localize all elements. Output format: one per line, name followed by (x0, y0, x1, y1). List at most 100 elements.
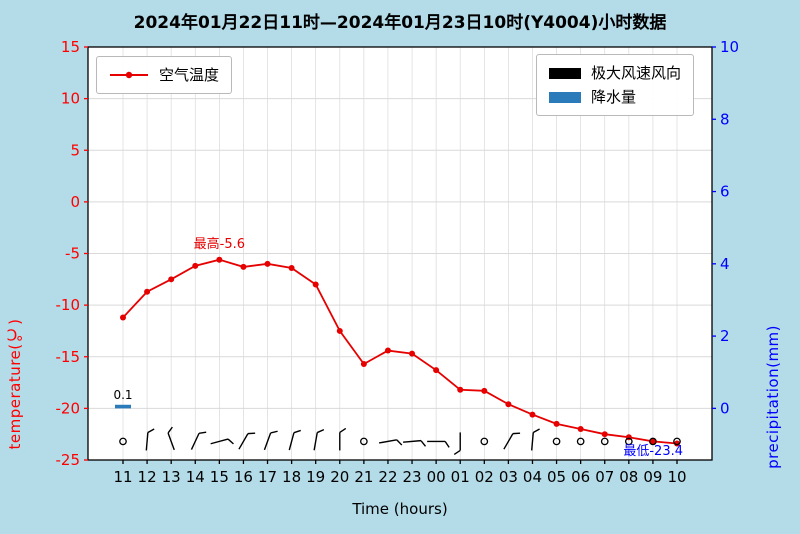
x-tick-label: 23 (402, 468, 421, 486)
wind-calm-icon (119, 437, 127, 446)
wind-barb-icon (453, 432, 461, 455)
temperature-point (288, 264, 295, 271)
x-tick-label: 20 (330, 468, 349, 486)
wind-barb-icon (145, 428, 155, 451)
temperature-point (216, 256, 223, 263)
temperature-point (240, 263, 247, 270)
x-axis-label: Time (hours) (352, 500, 448, 518)
temperature-point (601, 431, 608, 438)
wind-barb-icon (503, 432, 521, 450)
wind-calm-icon (649, 437, 657, 446)
right-tick-label: 10 (720, 38, 739, 56)
wind-barb-icon (339, 427, 347, 451)
legend-wind-label: 极大风速风向 (591, 64, 682, 82)
precip-swatch-icon (549, 91, 581, 103)
wind-barb-icon (238, 432, 256, 450)
temperature-point (505, 401, 512, 408)
x-tick-label: 05 (547, 468, 566, 486)
temperature-point (481, 387, 488, 394)
x-tick-label: 04 (523, 468, 542, 486)
right-tick-label: 8 (720, 110, 730, 128)
wind-barb-icon (403, 439, 427, 447)
legend-wind-precip: 极大风速风向 降水量 (536, 54, 695, 116)
min-temperature-annotation: 最低-23.4 (623, 444, 683, 460)
wind-swatch-icon (549, 67, 581, 79)
legend-temperature-label: 空气温度 (159, 66, 220, 84)
x-tick-label: 13 (162, 468, 181, 486)
temperature-point (336, 327, 343, 334)
x-tick-label: 03 (499, 468, 518, 486)
wind-calm-icon (552, 437, 561, 446)
x-tick-label: 06 (571, 468, 590, 486)
left-tick-label: -15 (56, 348, 81, 366)
temperature-point (312, 281, 319, 288)
temperature-point (168, 276, 175, 283)
x-tick-label: 22 (378, 468, 397, 486)
temperature-line-swatch-icon (110, 71, 148, 79)
temperature-point (674, 440, 680, 447)
x-tick-label: 07 (595, 468, 614, 486)
wind-calm-icon (600, 437, 609, 446)
wind-barb-icon (427, 440, 450, 448)
temperature-point (577, 426, 584, 433)
wind-calm-icon (673, 437, 681, 446)
left-tick-label: 0 (70, 193, 80, 211)
wind-calm-icon (576, 437, 585, 446)
x-tick-label: 02 (475, 468, 494, 486)
legend-precip-label: 降水量 (591, 88, 637, 106)
wind-calm-icon (624, 437, 633, 446)
x-tick-label: 09 (643, 468, 662, 486)
temperature-point (433, 367, 440, 374)
wind-barb-icon (530, 428, 540, 451)
temperature-point (553, 420, 560, 427)
x-tick-label: 19 (306, 468, 325, 486)
x-tick-label: 12 (138, 468, 157, 486)
x-tick-label: 15 (210, 468, 229, 486)
temperature-point (192, 262, 199, 269)
x-tick-label: 08 (619, 468, 638, 486)
temperature-point (144, 288, 151, 295)
wind-barb-icon (378, 439, 403, 446)
left-tick-label: 15 (61, 38, 80, 56)
x-tick-label: 16 (234, 468, 253, 486)
right-tick-label: 6 (720, 183, 730, 201)
left-tick-label: -25 (56, 451, 81, 469)
left-tick-label: -10 (56, 296, 81, 314)
legend-temperature: 空气温度 (96, 56, 233, 94)
right-tick-label: 4 (720, 255, 730, 273)
temperature-point (409, 350, 416, 357)
wind-calm-icon (360, 437, 368, 446)
temperature-point (120, 314, 126, 321)
wind-barb-icon (263, 430, 278, 451)
wind-barb-icon (167, 426, 175, 451)
precip-bar (115, 404, 131, 409)
wind-barb-icon (313, 429, 325, 451)
x-tick-label: 18 (282, 468, 301, 486)
wind-barb-icon (190, 431, 207, 450)
x-tick-label: 01 (451, 468, 470, 486)
right-tick-label: 0 (720, 399, 730, 417)
max-temperature-annotation: 最高-5.6 (193, 236, 246, 252)
wind-calm-icon (480, 437, 489, 446)
temperature-point (360, 360, 367, 367)
chart-title: 2024年01月22日11时—2024年01月23日10时(Y4004)小时数据 (133, 13, 667, 33)
temperature-point (649, 438, 656, 445)
left-tick-label: 10 (61, 90, 80, 108)
x-tick-label: 14 (186, 468, 205, 486)
temperature-line (122, 258, 678, 445)
temperature-point (264, 260, 271, 267)
wind-barb-icon (288, 429, 301, 451)
left-tick-label: -20 (56, 399, 81, 417)
temperature-point (384, 347, 391, 354)
left-tick-label: 5 (70, 141, 80, 159)
temperature-point (457, 386, 464, 393)
x-tick-label: 00 (427, 468, 446, 486)
right-tick-label: 2 (720, 327, 730, 345)
wind-barb-icon (210, 438, 234, 445)
left-tick-label: -5 (65, 245, 80, 263)
x-tick-label: 17 (258, 468, 277, 486)
x-tick-label: 11 (113, 468, 132, 486)
precip-value-annotation: 0.1 (113, 387, 133, 402)
x-tick-label: 21 (354, 468, 373, 486)
